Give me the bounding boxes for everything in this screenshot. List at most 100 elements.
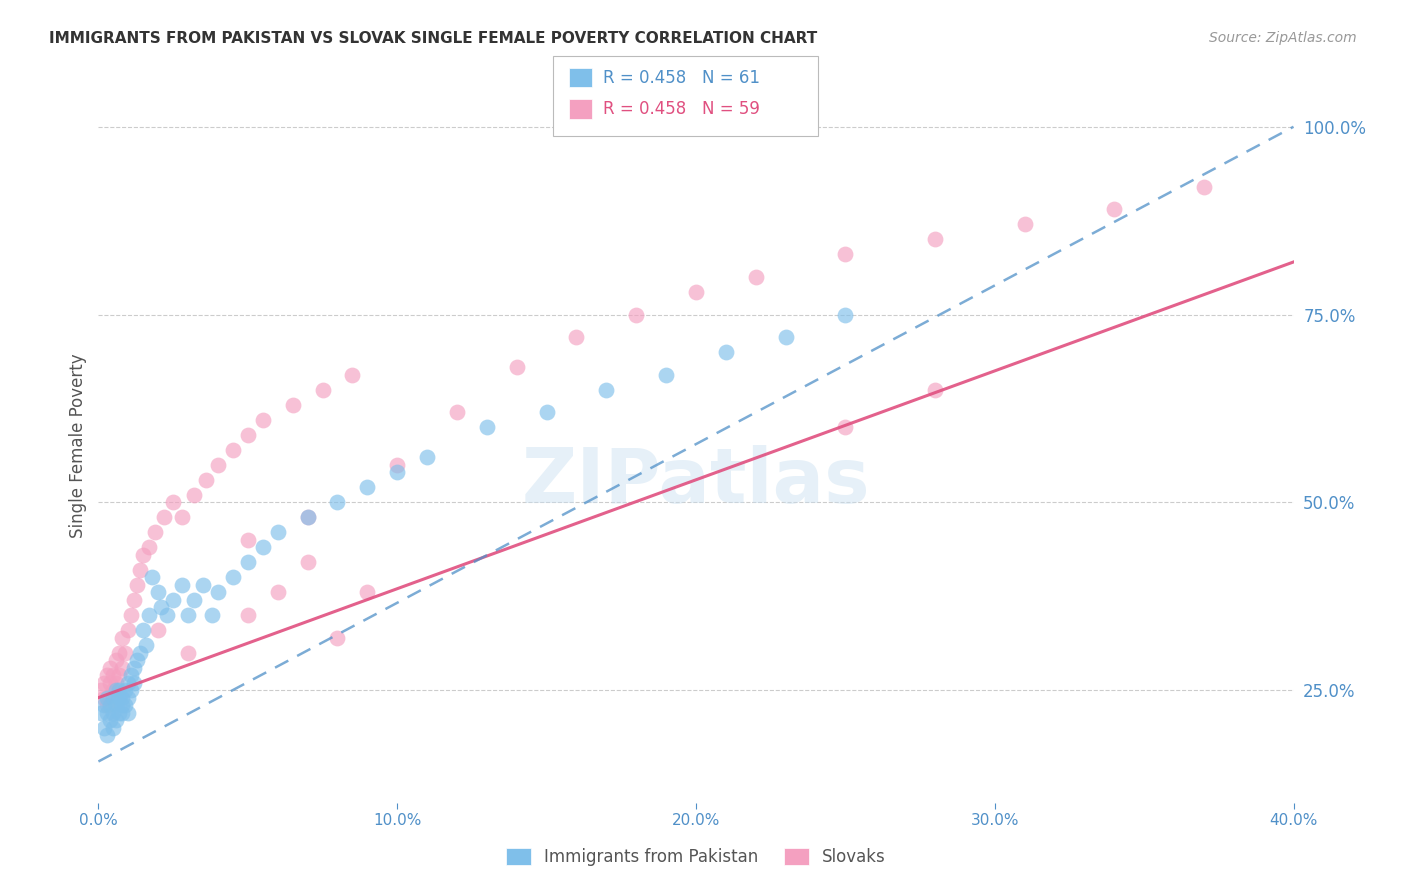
Point	[143, 525, 166, 540]
Point	[138, 541, 160, 555]
Point	[172, 578, 194, 592]
Point	[565, 330, 588, 344]
Point	[135, 638, 157, 652]
Point	[385, 458, 409, 472]
Point	[132, 548, 155, 562]
Point	[236, 607, 259, 622]
Point	[111, 706, 134, 720]
Y-axis label: Single Female Poverty: Single Female Poverty	[69, 354, 87, 538]
Point	[98, 713, 122, 727]
Point	[117, 706, 139, 720]
Point	[311, 383, 333, 397]
Point	[105, 675, 128, 690]
Point	[105, 683, 128, 698]
Point	[626, 308, 648, 322]
Point	[1014, 218, 1036, 232]
Point	[114, 646, 136, 660]
Point	[655, 368, 678, 382]
Point	[114, 698, 136, 713]
Point	[297, 510, 319, 524]
Point	[132, 623, 155, 637]
Point	[150, 600, 173, 615]
Point	[222, 570, 245, 584]
Text: R = 0.458   N = 59: R = 0.458 N = 59	[603, 100, 761, 118]
Point	[98, 675, 122, 690]
Point	[326, 495, 349, 509]
Point	[183, 488, 205, 502]
Point	[446, 405, 468, 419]
Point	[834, 247, 856, 261]
Point	[108, 646, 131, 660]
Point	[103, 721, 125, 735]
Text: ZIPatlas: ZIPatlas	[522, 445, 870, 518]
Point	[148, 585, 170, 599]
Point	[475, 420, 498, 434]
Point	[775, 330, 797, 344]
Point	[117, 690, 139, 705]
Point	[536, 405, 558, 419]
Point	[114, 683, 136, 698]
Point	[103, 683, 125, 698]
Point	[281, 398, 304, 412]
Point	[236, 427, 259, 442]
Point	[108, 683, 131, 698]
Point	[172, 510, 194, 524]
Legend: Immigrants from Pakistan, Slovaks: Immigrants from Pakistan, Slovaks	[499, 841, 893, 873]
Point	[685, 285, 707, 299]
Point	[148, 623, 170, 637]
Point	[129, 563, 152, 577]
Point	[745, 270, 768, 285]
Point	[222, 442, 245, 457]
Point	[96, 668, 118, 682]
Text: R = 0.458   N = 61: R = 0.458 N = 61	[603, 69, 761, 87]
Point	[120, 668, 142, 682]
Point	[207, 458, 229, 472]
Point	[103, 690, 125, 705]
Point	[191, 578, 214, 592]
Point	[124, 675, 146, 690]
Point	[105, 653, 128, 667]
Point	[153, 510, 176, 524]
Point	[236, 556, 259, 570]
Point	[111, 698, 134, 713]
Point	[129, 646, 152, 660]
Point	[96, 728, 118, 742]
Point	[108, 690, 131, 705]
Point	[103, 706, 125, 720]
Point	[297, 510, 319, 524]
Point	[98, 660, 122, 674]
Point	[162, 495, 184, 509]
Text: IMMIGRANTS FROM PAKISTAN VS SLOVAK SINGLE FEMALE POVERTY CORRELATION CHART: IMMIGRANTS FROM PAKISTAN VS SLOVAK SINGL…	[49, 31, 817, 46]
Point	[177, 646, 200, 660]
Point	[834, 420, 856, 434]
Point	[252, 413, 274, 427]
Point	[834, 308, 856, 322]
Point	[1104, 202, 1126, 217]
Point	[595, 383, 617, 397]
Point	[96, 698, 118, 713]
Point	[117, 623, 139, 637]
Point	[111, 631, 134, 645]
Point	[924, 383, 946, 397]
Point	[98, 698, 122, 713]
Point	[326, 631, 349, 645]
Point	[267, 525, 290, 540]
Point	[108, 706, 131, 720]
Point	[120, 607, 142, 622]
Point	[93, 690, 115, 705]
Point	[252, 541, 274, 555]
Text: Source: ZipAtlas.com: Source: ZipAtlas.com	[1209, 31, 1357, 45]
Point	[297, 556, 319, 570]
Point	[127, 653, 149, 667]
Point	[506, 360, 529, 375]
Point	[108, 668, 131, 682]
Point	[356, 480, 378, 494]
Point	[385, 465, 409, 479]
Point	[195, 473, 218, 487]
Point	[342, 368, 364, 382]
Point	[96, 690, 118, 705]
Point	[714, 345, 737, 359]
Point	[201, 607, 224, 622]
Point	[96, 706, 118, 720]
Point	[103, 668, 125, 682]
